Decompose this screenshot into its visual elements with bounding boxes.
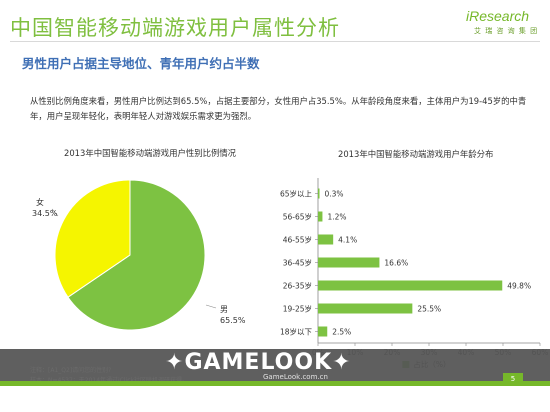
bar-category-label: 56-65岁	[283, 212, 312, 222]
bar-value-label: 25.5%	[417, 305, 441, 314]
pie-slice-1	[54, 179, 131, 298]
bar-5	[318, 303, 413, 314]
bar-4	[318, 280, 503, 291]
bar-2	[318, 234, 334, 245]
bar-category-label: 19-25岁	[283, 304, 312, 314]
page-subtitle: 男性用户占据主导地位、青年用户约占半数	[22, 56, 260, 71]
logo-subtitle: 艾 瑞 咨 询 集 团	[474, 27, 539, 35]
bar-value-label: 0.3%	[325, 190, 344, 199]
bar-value-label: 49.8%	[507, 282, 531, 291]
bar-chart-title: 2013年中国智能移动端游戏用户年龄分布	[338, 149, 494, 159]
page-number: 5	[503, 373, 523, 385]
bar-value-label: 16.6%	[384, 259, 408, 268]
pie-value-label-1: 34.5%	[32, 209, 58, 218]
iresearch-logo: iResearch 艾 瑞 咨 询 集 团	[466, 8, 542, 38]
footnote: 注释：[A1_Q2]请问您的性别? 样本：N=4537；于2014年通过iCli…	[30, 366, 310, 386]
description-text: 从性别比例角度来看，男性用户比例达到65.5%，占据主要部分，女性用户占35.5…	[30, 96, 527, 121]
pie-value-label-0: 65.5%	[220, 316, 246, 325]
logo-wordmark: iResearch	[466, 8, 530, 24]
watermark-banner	[0, 349, 550, 381]
pie-slice-0	[67, 179, 206, 331]
bar-3	[318, 257, 380, 268]
bar-6	[318, 326, 328, 337]
bar-category-label: 36-45岁	[283, 258, 312, 268]
gamelook-text: GAMELOOK	[184, 350, 333, 375]
bar-category-label: 65岁以上	[280, 189, 313, 199]
bar-0	[318, 188, 320, 199]
page-title: 中国智能移动端游戏用户属性分析	[10, 16, 340, 40]
bar-category-label: 26-35岁	[283, 281, 312, 291]
bar-value-label: 4.1%	[338, 236, 357, 245]
bar-category-label: 46-55岁	[283, 235, 312, 245]
gender-pie-chart: 男 65.5% 女 34.5%	[32, 179, 246, 331]
pie-label-0: 男	[220, 305, 228, 314]
bar-category-label: 18岁以下	[280, 327, 313, 337]
bar-1	[318, 211, 323, 222]
gamelook-url: GameLook.com.cn	[263, 373, 328, 381]
gamelook-watermark: ✦GAMELOOK✦	[165, 350, 352, 375]
pie-leader-line-0	[205, 304, 217, 309]
footnote-line-1: 注释：[A1_Q2]请问您的性别?	[30, 367, 112, 374]
footnote-line-2: 样本：N=4537；于2014年通过iClick社区联机调研获得。	[30, 376, 310, 386]
pie-leader-line-1	[51, 208, 59, 217]
age-bar-chart: 65岁以上 0.3% 56-65岁 1.2% 46-55岁 4.1% 36-45岁 16.6%…	[280, 178, 548, 369]
pie-label-1: 女	[36, 197, 44, 207]
pie-chart-title: 2013年中国智能移动端游戏用户性别比例情况	[64, 148, 237, 158]
bar-value-label: 1.2%	[327, 213, 346, 222]
title-divider	[10, 41, 540, 42]
footer-bar	[0, 381, 550, 386]
bar-value-label: 2.5%	[332, 328, 351, 337]
